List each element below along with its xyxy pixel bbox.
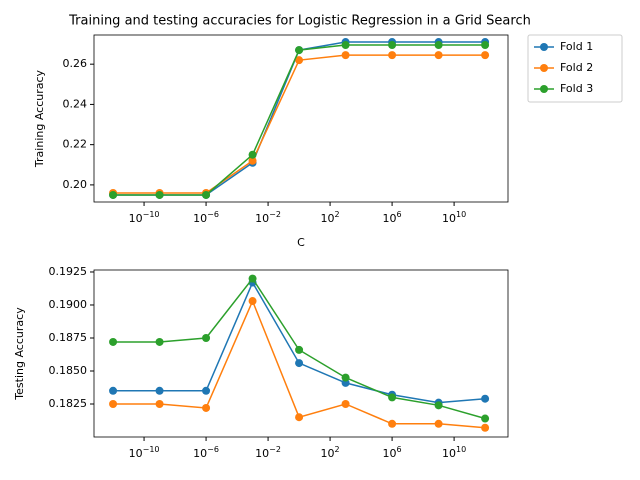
x-tick-label: 102 — [321, 210, 340, 226]
point — [481, 394, 490, 403]
point — [295, 359, 304, 368]
plot-frame — [93, 269, 509, 438]
x-tick-label: 10−6 — [193, 445, 219, 461]
x-axis-label: C — [297, 236, 305, 249]
series-line — [113, 44, 486, 196]
legend-label: Fold 3 — [560, 82, 593, 95]
point — [295, 46, 304, 55]
y-tick-label: 0.24 — [63, 97, 88, 110]
point — [109, 386, 118, 395]
x-tick-label: 106 — [383, 445, 402, 461]
y-tick-label: 0.20 — [63, 178, 88, 191]
legend-marker — [540, 85, 548, 93]
point — [109, 190, 118, 199]
point — [248, 274, 257, 283]
point — [202, 190, 211, 199]
point — [481, 41, 490, 50]
legend-marker — [540, 43, 548, 51]
point — [341, 373, 350, 382]
x-tick-label: 106 — [383, 210, 402, 226]
point — [388, 419, 397, 428]
point — [202, 403, 211, 412]
x-tick-label: 10−10 — [129, 210, 160, 226]
point — [155, 399, 164, 408]
x-tick-label: 10−2 — [255, 445, 281, 461]
x-tick-label: 1010 — [442, 210, 466, 226]
point — [155, 337, 164, 346]
point — [295, 345, 304, 354]
point — [248, 156, 257, 165]
x-tick-label: 1010 — [442, 445, 466, 461]
point — [202, 386, 211, 395]
point — [155, 190, 164, 199]
legend-label: Fold 1 — [560, 40, 593, 53]
series-line — [113, 54, 486, 194]
y-tick-label: 0.1925 — [49, 265, 88, 278]
point — [295, 56, 304, 65]
point — [434, 419, 443, 428]
point — [248, 297, 257, 306]
x-tick-label: 102 — [321, 445, 340, 461]
point — [248, 150, 257, 159]
point — [434, 401, 443, 410]
point — [155, 386, 164, 395]
y-tick-label: 0.26 — [63, 57, 88, 70]
point — [341, 399, 350, 408]
y-tick-label: 0.1900 — [49, 298, 88, 311]
legend-marker — [540, 64, 548, 72]
point — [388, 41, 397, 50]
point — [295, 413, 304, 422]
plot-frame — [93, 34, 509, 203]
point — [109, 399, 118, 408]
point — [388, 51, 397, 60]
y-tick-label: 0.1825 — [49, 397, 88, 410]
point — [109, 337, 118, 346]
point — [341, 51, 350, 60]
legend-label: Fold 2 — [560, 61, 593, 74]
y-axis-label: Training Accuracy — [33, 69, 46, 168]
series-line — [113, 280, 486, 404]
point — [434, 41, 443, 50]
x-tick-label: 10−2 — [255, 210, 281, 226]
chart-title: Training and testing accuracies for Logi… — [68, 14, 531, 29]
y-axis-label: Testing Accuracy — [13, 307, 26, 401]
point — [341, 41, 350, 50]
x-tick-label: 10−10 — [129, 445, 160, 461]
legend-box — [527, 34, 623, 103]
point — [434, 51, 443, 60]
point — [202, 333, 211, 342]
x-tick-label: 10−6 — [193, 210, 219, 226]
point — [481, 423, 490, 432]
point — [481, 414, 490, 423]
point — [388, 393, 397, 402]
y-tick-label: 0.1850 — [49, 364, 88, 377]
y-tick-label: 0.1875 — [49, 331, 88, 344]
point — [481, 51, 490, 60]
series-line — [113, 41, 486, 196]
y-tick-label: 0.22 — [63, 138, 88, 151]
